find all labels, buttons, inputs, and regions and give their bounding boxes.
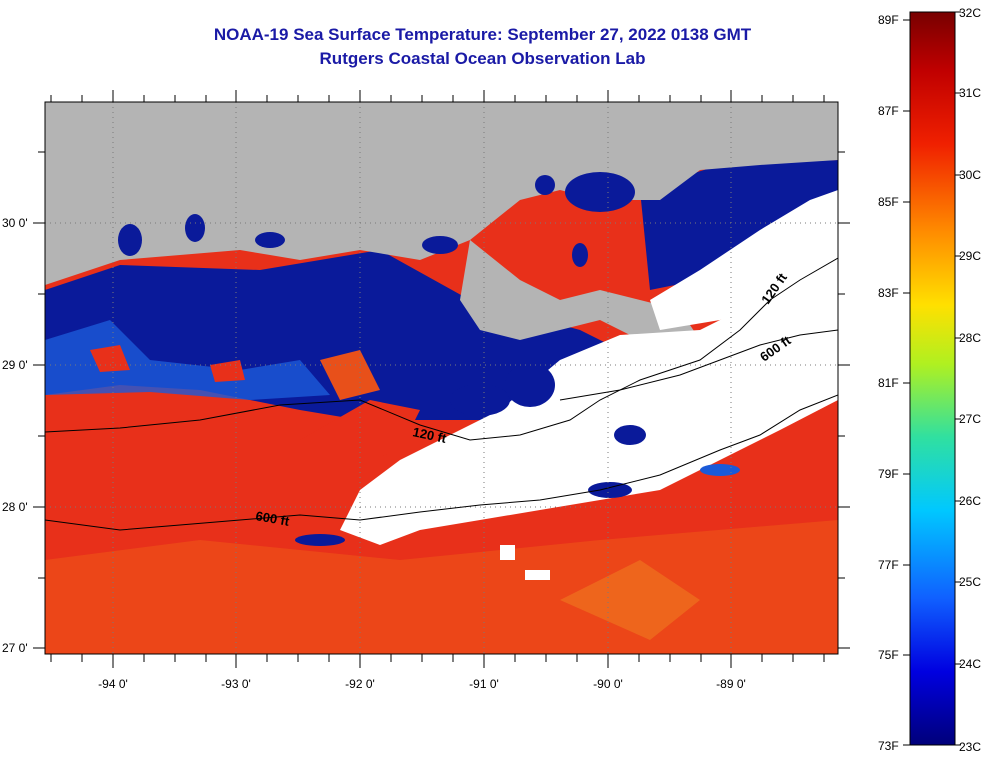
colorbar-c-label: 26C [959, 494, 981, 508]
mixed-water-area [45, 320, 330, 400]
land-area [45, 102, 838, 285]
map-subtitle: Rutgers Coastal Ocean Observation Lab [319, 49, 646, 68]
map-title: NOAA-19 Sea Surface Temperature: Septemb… [213, 25, 752, 44]
warm-water-patch [300, 400, 420, 470]
colorbar-f-label: 85F [878, 195, 899, 209]
colorbar-f-label: 89F [878, 13, 899, 27]
cold-water-patch [565, 172, 635, 212]
longitude-label: -89 0' [716, 677, 746, 691]
cloud-cover [340, 250, 838, 545]
cold-water-area [640, 160, 838, 290]
color-bar [909, 11, 956, 746]
cold-water-patch [614, 425, 646, 445]
longitude-label: -92 0' [345, 677, 375, 691]
cloud-cover [650, 190, 838, 330]
cold-water-patch [185, 214, 205, 242]
colorbar-c-label: 27C [959, 412, 981, 426]
colorbar-c-label: 30C [959, 168, 981, 182]
latitude-label: 30 0' [2, 216, 28, 230]
depth-contours [45, 257, 838, 531]
latitude-label: 29 0' [2, 358, 28, 372]
colorbar-f-label: 81F [878, 376, 899, 390]
cold-water-patch [700, 464, 740, 476]
cold-water-patch [588, 482, 632, 498]
colorbar-c-label: 25C [959, 575, 981, 589]
graticule [45, 102, 838, 654]
colorbar-f-label: 75F [878, 648, 899, 662]
cloud-cover [525, 570, 550, 580]
contour-label: 120 ft [411, 424, 448, 446]
colorbar-f-label: 79F [878, 467, 899, 481]
cold-water-patch [295, 534, 345, 546]
map-frame [44, 101, 839, 655]
colorbar-c-label: 28C [959, 331, 981, 345]
warm-water-patch [210, 360, 245, 382]
axis-ticks [33, 90, 850, 668]
cloud-cover [500, 545, 515, 560]
contour-label: 600 ft [254, 508, 291, 529]
longitude-label: -90 0' [593, 677, 623, 691]
colorbar-f-label: 77F [878, 558, 899, 572]
colorbar-c-label: 24C [959, 657, 981, 671]
cold-water-patch [422, 236, 458, 254]
colorbar-c-label: 29C [959, 249, 981, 263]
cold-water-patch [118, 224, 142, 256]
colorbar-c-label: 31C [959, 86, 981, 100]
colorbar-f-label: 83F [878, 286, 899, 300]
map-image [45, 102, 838, 654]
longitude-label: -91 0' [469, 677, 499, 691]
colorbar-f-label: 73F [878, 739, 899, 753]
cold-water-patch [535, 175, 555, 195]
longitude-label: -93 0' [221, 677, 251, 691]
warm-water-patch [320, 350, 380, 400]
colorbar-f-label: 87F [878, 104, 899, 118]
warm-water-patch [560, 560, 700, 640]
cold-water-patch [572, 243, 588, 267]
colorbar-c-label: 32C [959, 6, 981, 20]
cold-water-patch [505, 363, 555, 407]
longitude-label: -94 0' [98, 677, 128, 691]
cold-water-patch [255, 232, 285, 248]
latitude-label: 28 0' [2, 500, 28, 514]
colorbar-c-label: 23C [959, 740, 981, 754]
color-bar-ticks [903, 11, 961, 746]
cold-water-patch [450, 384, 510, 416]
latitude-label: 27 0' [2, 641, 28, 655]
